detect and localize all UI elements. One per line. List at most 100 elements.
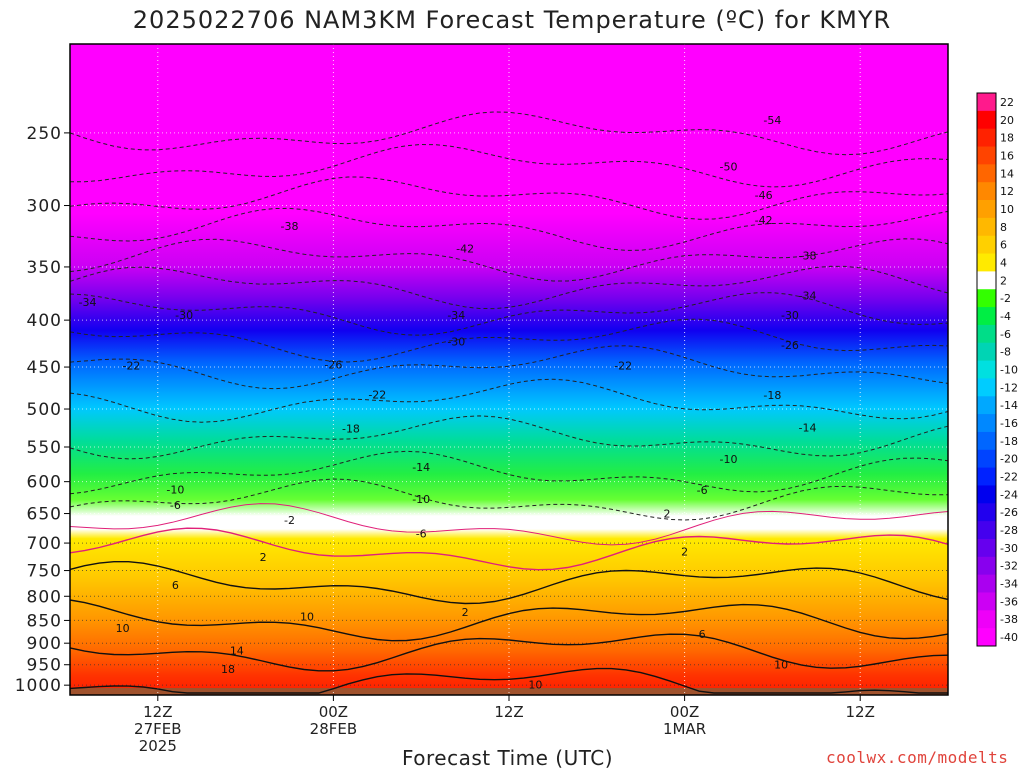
contour-label: 2 — [681, 546, 688, 559]
contour-label: -6 — [416, 527, 427, 540]
colorbar-swatch — [977, 324, 996, 344]
colorbar-label: 6 — [1000, 239, 1007, 252]
y-tick-label: 650 — [27, 505, 62, 525]
colorbar-swatch — [977, 414, 996, 433]
credit-link[interactable]: coolwx.com/modelts — [826, 748, 1009, 767]
y-tick-label: 700 — [27, 534, 62, 554]
colorbar-swatch — [977, 538, 996, 558]
colorbar-label: -30 — [1000, 542, 1018, 555]
colorbar-swatch — [977, 503, 996, 522]
contour-label: -50 — [720, 160, 738, 173]
contour-label: -22 — [122, 359, 140, 372]
contour-label: -2 — [284, 514, 295, 527]
y-tick-label: 950 — [27, 656, 62, 676]
contour-line — [69, 265, 949, 310]
contour-label: 18 — [221, 663, 235, 676]
colorbar-label: -12 — [1000, 381, 1018, 394]
colorbar-label: -16 — [1000, 417, 1018, 430]
contour-label: 10 — [528, 678, 542, 691]
colorbar-label: -28 — [1000, 524, 1018, 537]
contour-line — [69, 292, 949, 336]
chart-title: 2025022706 NAM3KM Forecast Temperature (… — [132, 6, 892, 34]
contour-label: 6 — [172, 579, 179, 592]
colorbar-swatch — [977, 467, 996, 486]
contour-label: -34 — [799, 289, 817, 302]
x-tick-label: 00Z — [319, 703, 348, 721]
colorbar-label: -34 — [1000, 578, 1018, 591]
contour-label: 2 — [260, 551, 267, 564]
colorbar-label: -26 — [1000, 506, 1018, 519]
contour-label: -30 — [447, 335, 465, 348]
colorbar-swatch — [977, 592, 996, 611]
y-tick-label: 450 — [27, 358, 62, 378]
colorbar-label: 12 — [1000, 185, 1014, 198]
colorbar-label: 4 — [1000, 256, 1007, 269]
y-tick-label: 550 — [27, 438, 62, 458]
contour-label: 2 — [664, 508, 671, 521]
contour-line — [69, 527, 949, 571]
y-tick-label: 900 — [27, 634, 62, 654]
colorbar-swatch — [977, 289, 996, 308]
colorbar-label: 18 — [1000, 132, 1014, 145]
contour-line — [70, 143, 949, 188]
colorbar-swatch — [977, 431, 996, 451]
contour-label: -10 — [166, 484, 184, 497]
contour-label: -22 — [614, 359, 632, 372]
contour-label: -46 — [755, 189, 773, 202]
colorbar-swatch — [977, 628, 996, 647]
plot-area: -54-50-46-42-42-38-38-34-34-34-30-30-30-… — [69, 43, 949, 696]
contour-label: -22 — [368, 388, 386, 401]
colorbar-swatch — [977, 235, 996, 255]
contour-line — [69, 378, 949, 423]
contour-label: 14 — [230, 645, 244, 658]
contour-line — [69, 478, 949, 521]
x-tick-label: 12Z — [846, 703, 875, 721]
contour-label: -26 — [324, 358, 342, 371]
contour-line — [69, 176, 949, 220]
x-axis-title: Forecast Time (UTC) — [402, 746, 614, 770]
y-tick-label: 400 — [27, 311, 62, 331]
contour-label: -38 — [799, 249, 817, 262]
contour-line — [69, 561, 949, 605]
contour-line — [69, 207, 949, 251]
colorbar-swatch — [977, 360, 996, 379]
y-tick-label: 300 — [27, 197, 62, 217]
colorbar-swatch — [977, 128, 996, 148]
contour-line — [69, 318, 949, 363]
colorbar-label: -40 — [1000, 631, 1018, 644]
colorbar-swatch — [977, 164, 996, 183]
colorbar-swatch — [977, 110, 996, 130]
colorbar-swatch — [977, 253, 996, 272]
y-tick-label: 500 — [27, 400, 62, 420]
colorbar-swatch — [977, 378, 996, 397]
colorbar-label: 2 — [1000, 274, 1007, 287]
colorbar-label: 22 — [1000, 96, 1014, 109]
contour-line — [69, 667, 948, 694]
colorbar-label: -6 — [1000, 328, 1011, 341]
contour-label: -14 — [799, 422, 817, 435]
colorbar-label: 20 — [1000, 114, 1014, 127]
colorbar-swatch — [977, 521, 996, 540]
colorbar-swatch — [977, 610, 996, 629]
x-tick-label: 12Z — [143, 703, 172, 721]
colorbar-swatch — [977, 271, 996, 290]
colorbar-label: -22 — [1000, 471, 1018, 484]
contour-label: -54 — [763, 114, 781, 127]
colorbar-swatch — [977, 182, 996, 201]
contour-line — [69, 450, 949, 495]
y-tick-label: 850 — [27, 611, 62, 631]
contour-line — [69, 633, 949, 672]
colorbar-frame — [976, 92, 997, 647]
y-tick-label: 800 — [27, 587, 62, 607]
contour-label: -10 — [720, 453, 738, 466]
contour-label: -34 — [79, 296, 97, 309]
colorbar-swatch — [977, 200, 996, 219]
x-tick-label: 12Z — [494, 703, 523, 721]
colorbar-label: -38 — [1000, 613, 1018, 626]
contour-label: -38 — [281, 220, 299, 233]
colorbar-label: 8 — [1000, 221, 1007, 234]
contour-line — [69, 111, 949, 156]
colorbar-label: -36 — [1000, 595, 1018, 608]
